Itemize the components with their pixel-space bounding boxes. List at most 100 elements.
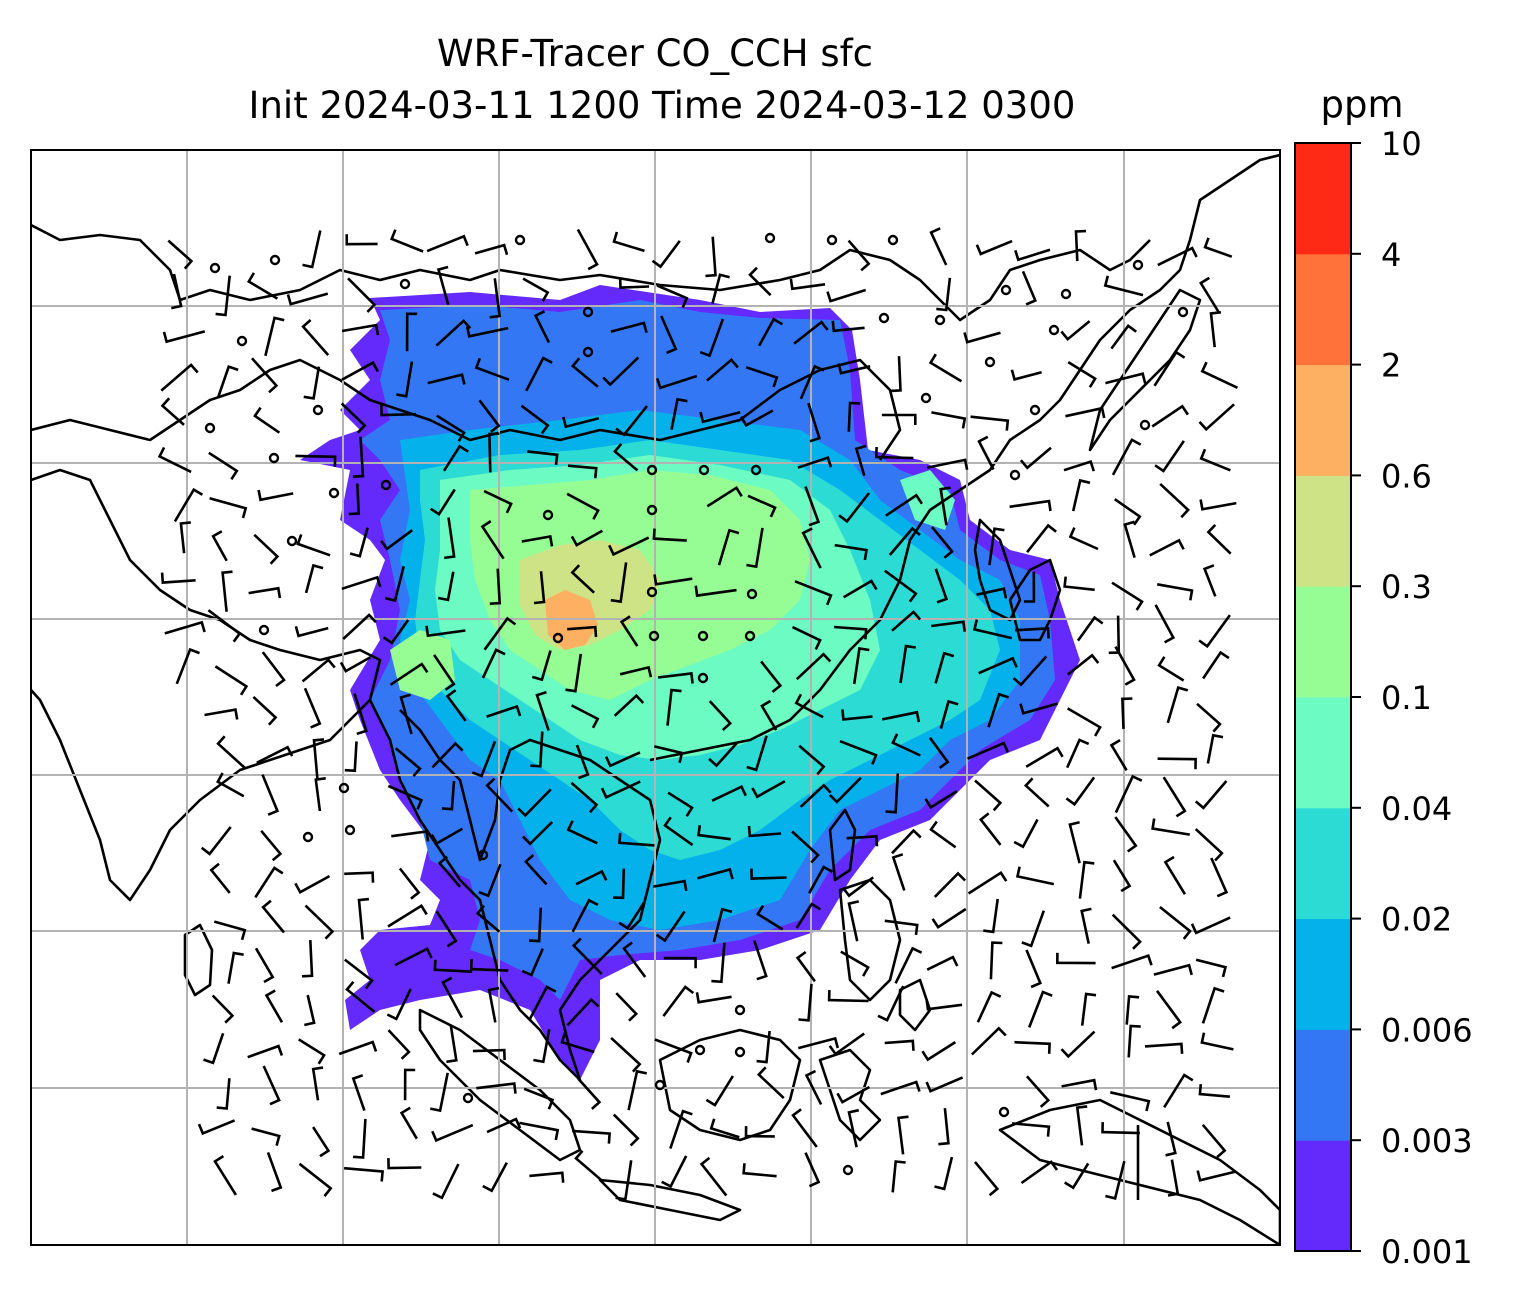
calm-wind-marker [744,630,756,642]
wind-barb [1067,653,1100,676]
wind-barb [535,690,550,731]
wind-barb [254,947,275,984]
wind-barb [533,571,546,605]
wind-barb [312,1126,331,1158]
wind-barb [852,647,870,685]
wind-barb [612,1113,640,1147]
wind-barb [160,572,196,584]
wind-barb [661,1155,688,1189]
wind-barb [612,868,626,900]
wind-barb [963,331,1001,344]
calm-wind-marker [826,234,838,246]
wind-barb [1196,702,1222,733]
wind-barb [934,568,949,604]
wind-barb [487,986,500,1023]
wind-barb [828,1032,865,1056]
wind-barb [1064,1162,1090,1190]
wind-barb [294,874,331,894]
wind-barb [1144,1042,1184,1054]
wind-barb [1199,448,1231,472]
wind-barb [173,487,204,523]
wind-barb [1206,524,1232,555]
wind-barb [1111,954,1153,970]
calm-wind-marker [582,306,594,318]
wind-barb [252,695,278,726]
wind-barb [1149,538,1185,557]
wind-barb [1009,499,1052,512]
colorbar-tick-label: 0.1 [1381,679,1432,717]
colorbar-tick-label: 0.6 [1381,457,1432,495]
wind-barb [1065,776,1096,807]
wind-barb [706,485,743,508]
calm-wind-marker [887,234,899,246]
wind-barb [717,528,740,566]
wind-barb [1076,615,1104,642]
colorbar-segment [1295,364,1351,476]
wind-barb [247,1044,284,1059]
wind-barb [987,692,1010,728]
wind-barb [1210,857,1229,898]
wind-barb [339,656,372,673]
wind-barb [1154,440,1185,473]
wind-barb [1162,776,1187,818]
calm-wind-marker [477,849,489,861]
wind-barb [1014,627,1050,639]
wind-barb [570,357,599,388]
wind-barb [934,1156,954,1191]
colorbar-segment [1295,143,1351,255]
wind-barb [380,404,417,417]
wind-barb [669,1109,693,1150]
gridlines [31,150,1280,1245]
wind-barb [399,1106,418,1140]
wind-barb [197,1119,236,1136]
wind-barb [575,744,590,780]
wind-barb [489,568,502,605]
wind-barb [567,625,598,638]
wind-barb [801,527,822,569]
wind-barb [926,955,959,971]
wind-barb [437,855,462,888]
wind-barb [619,615,639,647]
wind-barb [522,277,550,302]
wind-barb [884,1039,915,1051]
wind-barb [433,654,456,691]
wind-barb [521,947,544,977]
wind-barb [798,983,813,1022]
wind-barb [794,580,833,606]
wind-barb [266,1151,283,1193]
wind-barb [342,613,377,640]
coastline-indochina [368,699,662,1082]
wind-barb [213,1155,238,1196]
calm-wind-marker [542,509,554,521]
wind-barb [340,402,367,434]
wind-barb [1066,707,1102,737]
wind-barb [312,738,325,781]
wind-barb [341,323,380,336]
wind-barb [711,273,730,304]
wind-barb [756,1066,785,1100]
colorbar-segment [1295,586,1351,698]
wind-barb [261,899,286,934]
map-frame [30,149,1281,1246]
wind-barb [471,740,497,778]
wind-barb [211,530,228,562]
wind-barb [1023,777,1050,808]
wind-barb [1010,369,1042,381]
wind-barb [1112,859,1132,893]
wind-barb [442,444,469,472]
wind-barb [264,989,284,1023]
colorbar-segment [1295,253,1351,366]
wind-barb [481,648,506,679]
colorbar-ticks: 0.001 0.003 0.006 0.02 0.04 0.1 0.3 0.6 2 4 10 [1351,125,1473,1271]
wind-barb [1165,1121,1177,1157]
wind-barb [216,1078,231,1110]
wind-barb [1200,1032,1234,1051]
wind-barb [386,988,412,1021]
wind-barb [296,534,331,557]
colorbar-tick-label: 0.006 [1381,1011,1473,1049]
calm-wind-marker [697,630,709,642]
wind-barb [566,997,600,1027]
wind-barb [709,1118,740,1139]
wind-barb [983,898,999,934]
calm-wind-marker [1048,324,1060,336]
